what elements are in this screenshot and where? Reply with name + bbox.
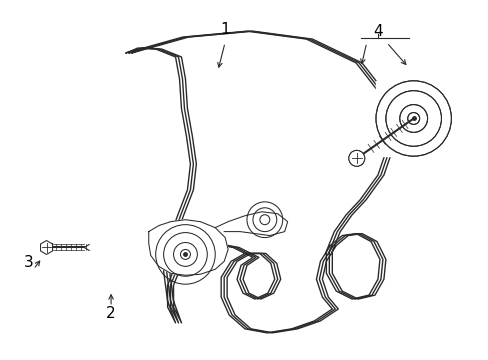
- Text: 2: 2: [106, 306, 116, 321]
- Polygon shape: [215, 212, 287, 235]
- Text: 3: 3: [23, 255, 33, 270]
- Polygon shape: [375, 81, 450, 156]
- Polygon shape: [148, 220, 228, 275]
- Text: 4: 4: [372, 24, 382, 39]
- Polygon shape: [41, 240, 52, 255]
- Text: 1: 1: [220, 22, 229, 37]
- Circle shape: [348, 150, 364, 166]
